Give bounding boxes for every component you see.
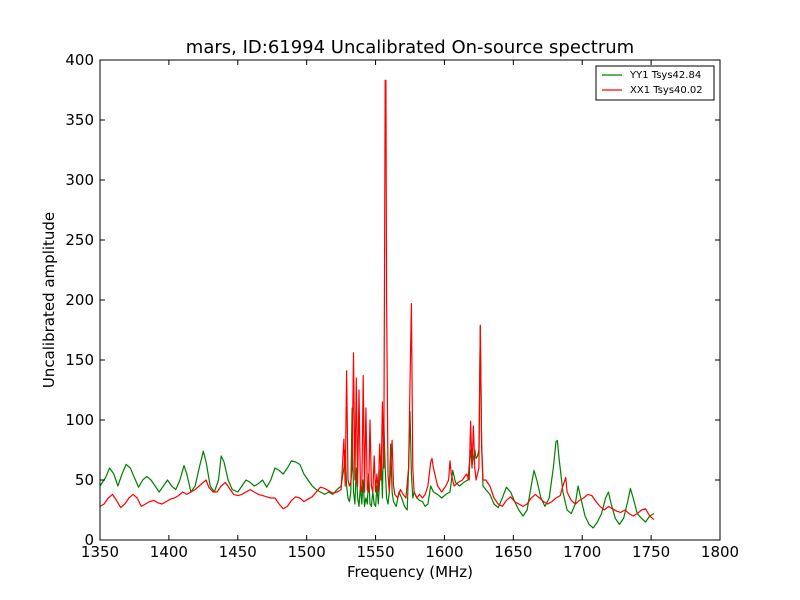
y-tick-label: 250 [65, 231, 94, 249]
series-line-1 [99, 79, 655, 521]
legend-label-xx1: XX1 Tsys40.02 [630, 85, 703, 96]
legend-label-yy1: YY1 Tsys42.84 [629, 70, 701, 81]
x-tick-label: 1600 [425, 543, 463, 561]
y-axis-label: Uncalibrated amplitude [40, 212, 58, 388]
x-tick-label: 1700 [563, 543, 601, 561]
plot-lines [99, 79, 655, 529]
x-axis-ticks: 1350 1400 1450 1500 1550 1600 1650 1700 1750 1800 [81, 60, 739, 561]
x-tick-label: 1500 [288, 543, 326, 561]
x-tick-label: 1750 [632, 543, 670, 561]
x-tick-label: 1400 [150, 543, 188, 561]
y-tick-label: 400 [65, 51, 94, 69]
legend-box [595, 65, 715, 101]
y-tick-label: 150 [65, 351, 94, 369]
y-tick-label: 350 [65, 111, 94, 129]
x-axis-label: Frequency (MHz) [347, 563, 473, 581]
legend: YY1 Tsys42.84 XX1 Tsys40.02 [595, 65, 715, 101]
y-tick-label: 0 [84, 531, 94, 549]
y-tick-label: 200 [65, 291, 94, 309]
x-tick-label: 1800 [701, 543, 739, 561]
x-tick-label: 1450 [219, 543, 257, 561]
y-tick-label: 100 [65, 411, 94, 429]
x-tick-label: 1650 [494, 543, 532, 561]
y-axis-ticks: 0 50 100 150 200 250 300 350 400 [65, 51, 720, 549]
chart-title: mars, ID:61994 Uncalibrated On-source sp… [186, 37, 634, 58]
x-tick-label: 1350 [81, 543, 119, 561]
x-tick-label: 1550 [356, 543, 394, 561]
y-tick-label: 50 [75, 471, 94, 489]
y-tick-label: 300 [65, 171, 94, 189]
